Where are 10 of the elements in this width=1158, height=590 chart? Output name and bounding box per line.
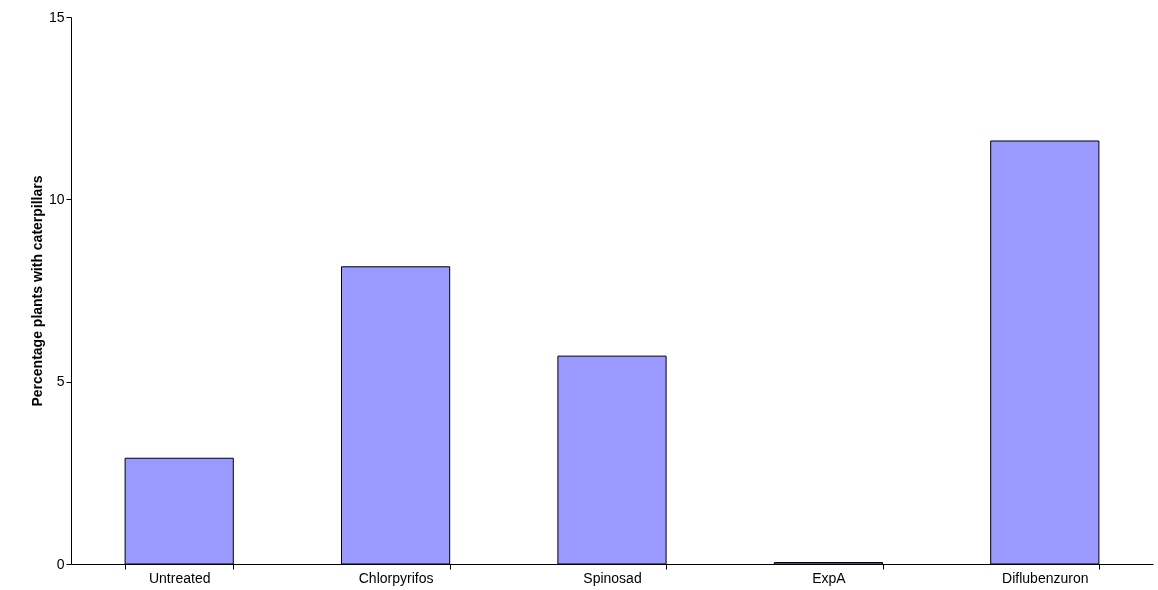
- x-tick-label: Chlorpyrifos: [358, 569, 434, 586]
- x-tick-label: ExpA: [812, 569, 847, 586]
- x-tick-label: Untreated: [148, 569, 211, 586]
- y-tick-label: 0: [56, 555, 65, 572]
- y-tick-label: 5: [56, 373, 65, 390]
- y-tick-label: 15: [48, 8, 65, 25]
- y-axis-title: Percentage plants with caterpillars: [28, 175, 45, 407]
- y-tick-label: 10: [48, 190, 65, 207]
- x-tick-label: Diflubenzuron: [1002, 569, 1089, 586]
- x-tick-label: Spinosad: [583, 569, 642, 586]
